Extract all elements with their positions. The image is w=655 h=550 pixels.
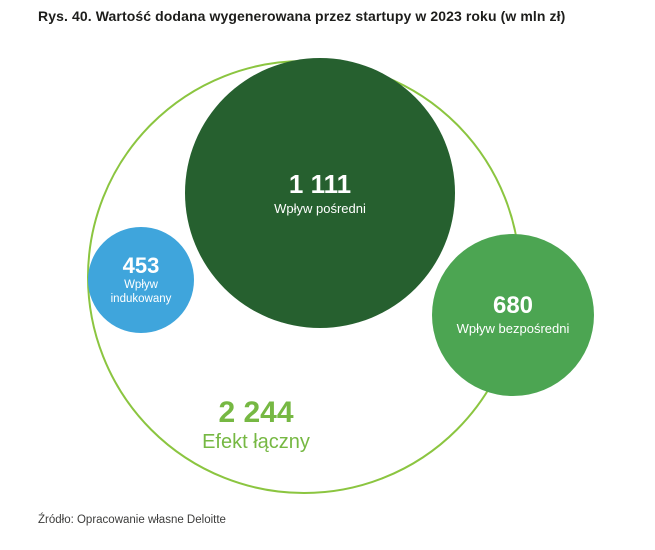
total-value: 2 244: [218, 396, 294, 429]
bubble-direct-label: Wpływ bezpośredni: [456, 321, 570, 337]
total-label: Efekt łączny: [202, 431, 310, 453]
bubble-induced-impact: 453 Wpływ indukowany: [88, 227, 194, 333]
total-group: 2 244 Efekt łączny: [156, 396, 356, 454]
figure-title: Rys. 40. Wartość dodana wygenerowana prz…: [38, 8, 566, 24]
bubble-induced-value: 453: [122, 252, 160, 278]
bubble-direct-value: 680: [492, 292, 534, 319]
bubble-induced-label: Wpływ indukowany: [110, 278, 172, 305]
bubble-indirect-label: Wpływ pośredni: [274, 200, 366, 216]
source-note: Źródło: Opracowanie własne Deloitte: [38, 514, 226, 526]
bubble-indirect-impact: 1 111 Wpływ pośredni: [185, 58, 455, 328]
bubble-indirect-value: 1 111: [288, 168, 352, 199]
bubble-direct-impact: 680 Wpływ bezpośredni: [432, 234, 594, 396]
